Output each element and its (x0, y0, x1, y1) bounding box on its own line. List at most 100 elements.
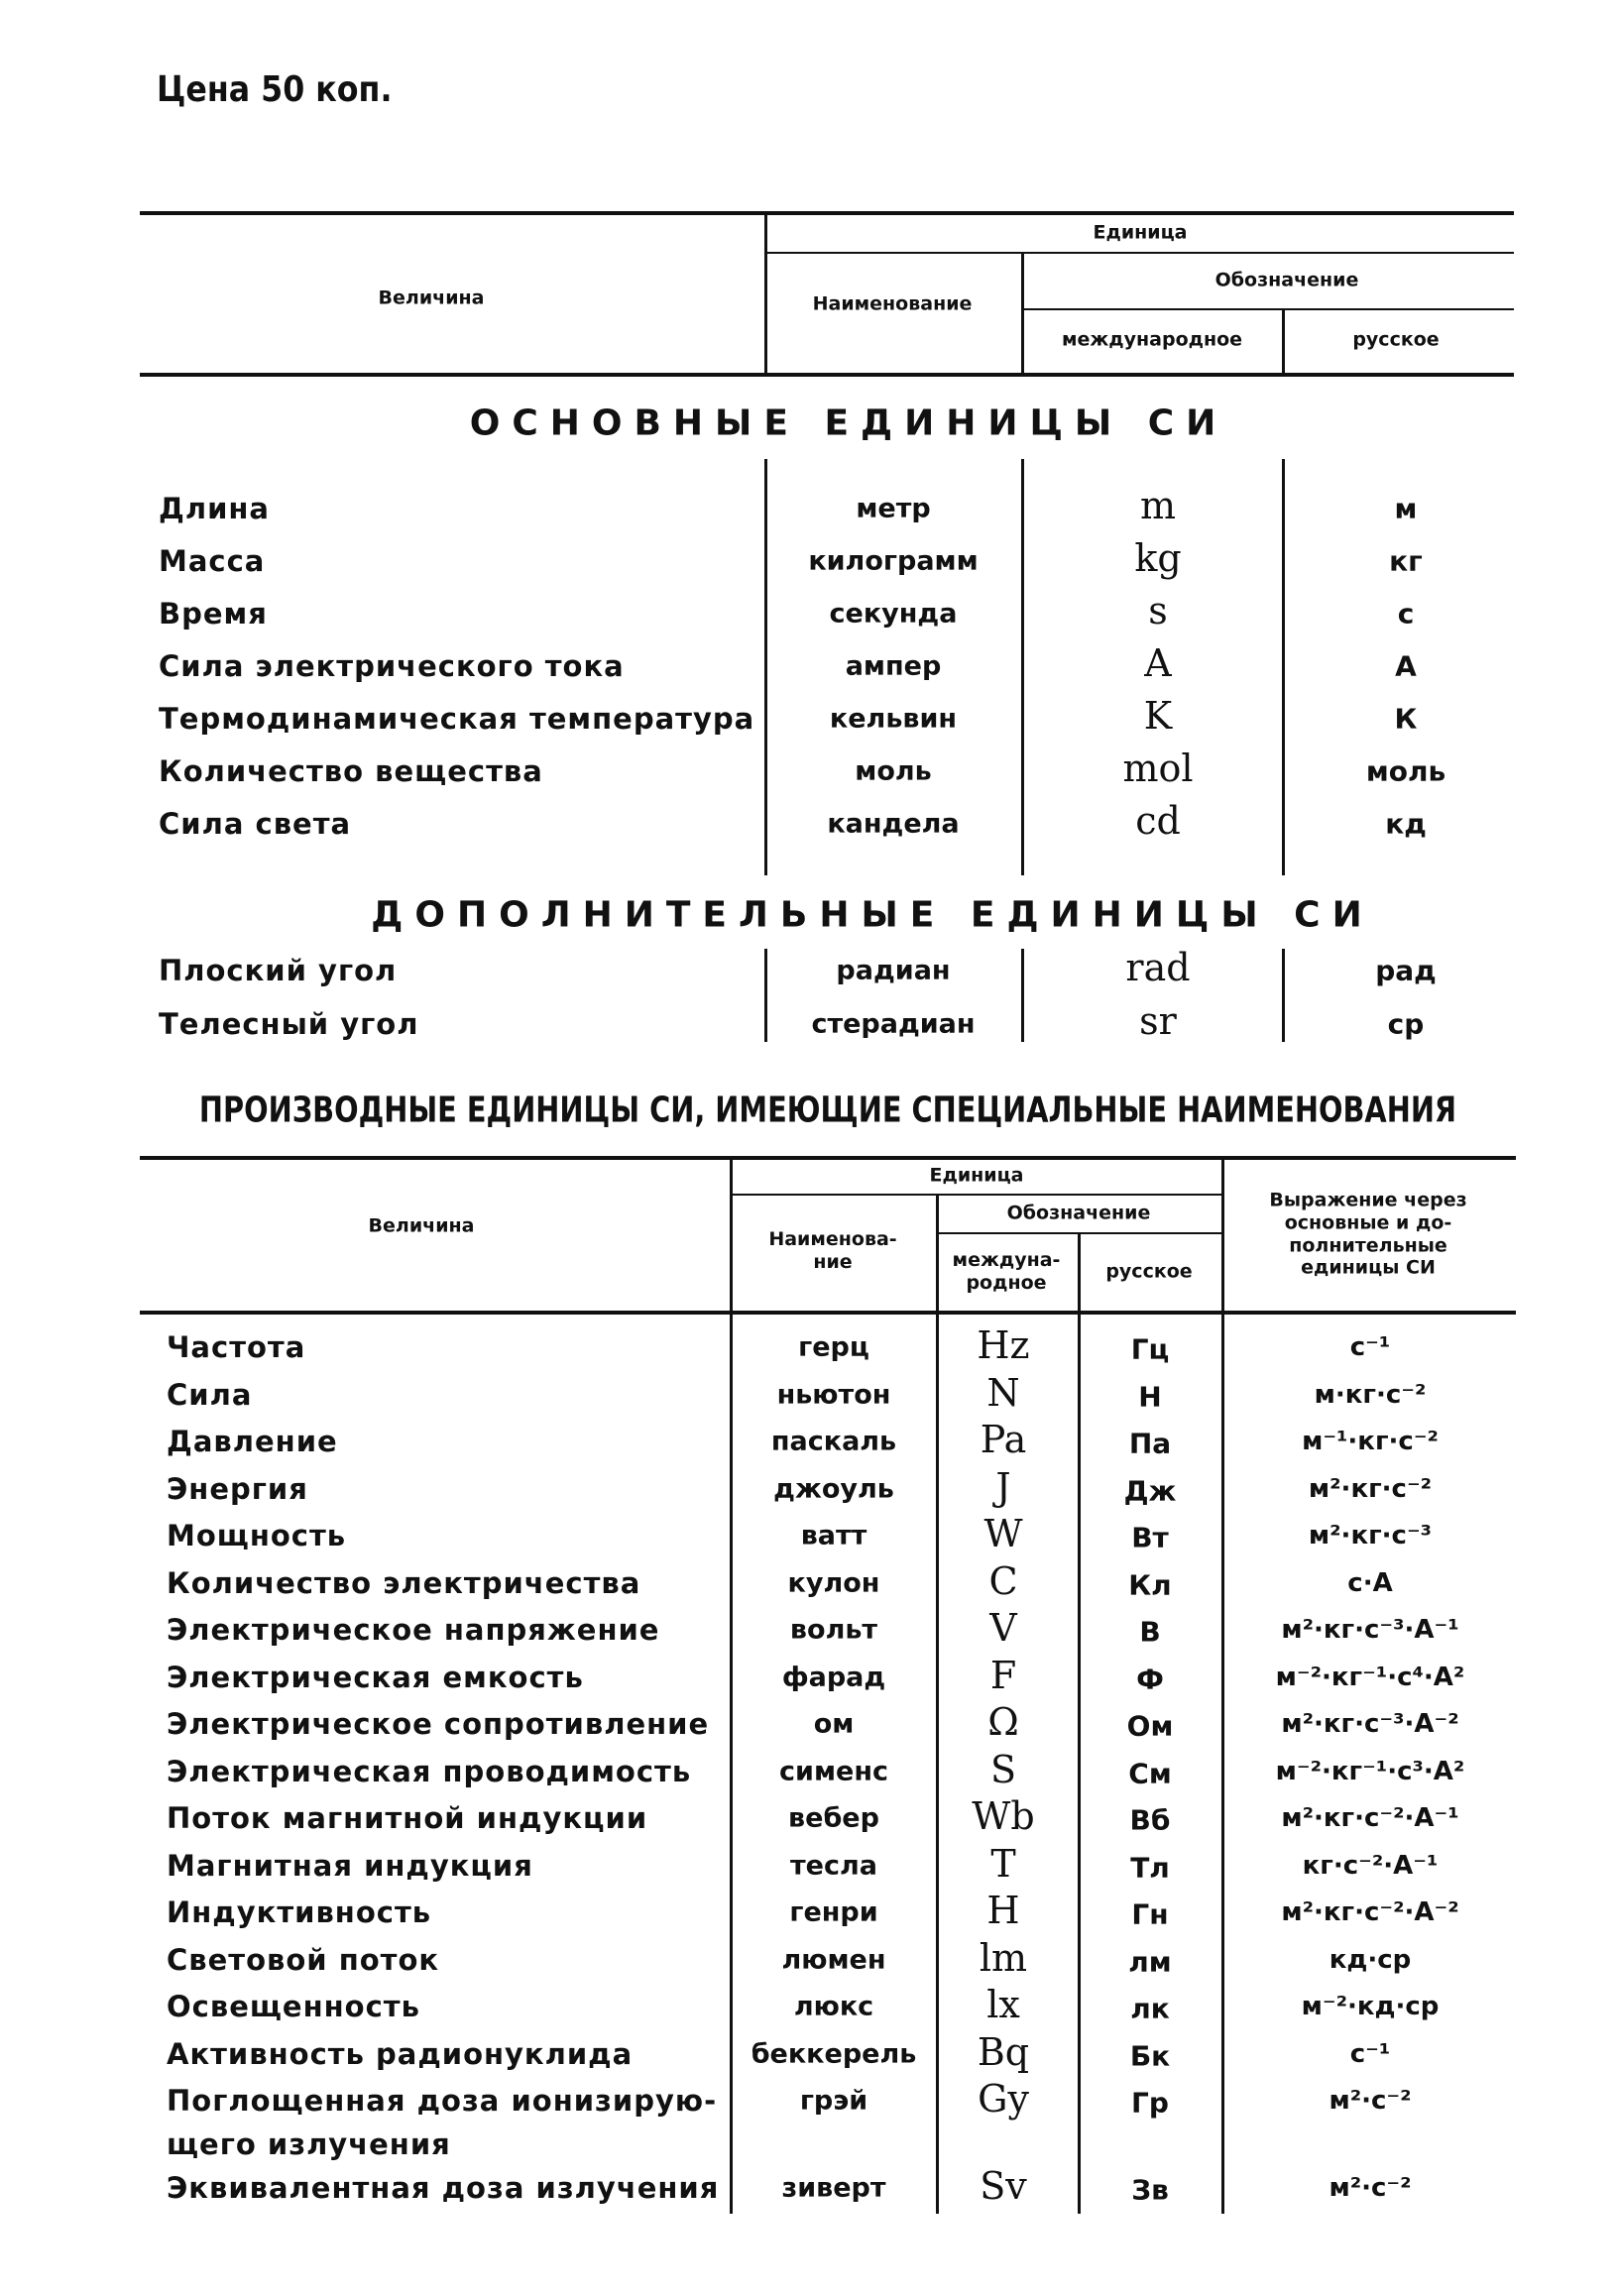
header-name: Наименование (812, 292, 973, 315)
international-symbol-cell: Hz (977, 1323, 1030, 1367)
russian-symbol-cell: м (1394, 492, 1418, 525)
unit-name-cell: метр (856, 493, 931, 524)
quantity-cell: Поток магнитной индукции (167, 1801, 648, 1835)
unit-name-cell: кельвин (829, 703, 958, 735)
table1-body-divider (1021, 459, 1024, 875)
quantity-cell: Масса (159, 544, 266, 578)
expression-cell: м⁻²·кг⁻¹·с⁴·А² (1275, 1662, 1465, 1692)
base-units-title: ОСНОВНЫЕ ЕДИНИЦЫ СИ (469, 402, 1228, 444)
header-russian: русское (1105, 1260, 1193, 1283)
russian-symbol-cell: лм (1128, 1945, 1172, 1978)
table1-supp-divider (1282, 949, 1285, 1042)
international-symbol-cell: Pa (980, 1418, 1027, 1461)
russian-symbol-cell: Дж (1123, 1474, 1177, 1507)
unit-name-cell: ньютон (776, 1379, 891, 1410)
quantity-cell: Эквивалентная доза излучения (167, 2171, 720, 2205)
international-symbol-cell: J (995, 1464, 1011, 1509)
russian-symbol-cell: лк (1130, 1992, 1170, 2025)
expression-cell: м⁻²·кг⁻¹·с³·А² (1275, 1756, 1465, 1786)
international-symbol-cell: W (983, 1512, 1023, 1555)
table1-unit-rule (765, 252, 1514, 254)
quantity-cell: Плоский угол (159, 954, 398, 987)
unit-name-cell: ом (813, 1708, 855, 1740)
international-symbol-cell: F (989, 1653, 1017, 1697)
unit-name-cell: люмен (781, 1944, 886, 1975)
table1-header-divider (764, 213, 767, 375)
russian-symbol-cell: Па (1128, 1427, 1172, 1460)
quantity-cell: Электрическое напряжение (167, 1613, 660, 1647)
header-designation: Обозначение (1214, 269, 1359, 291)
international-symbol-cell: A (1144, 641, 1172, 685)
international-symbol-cell: K (1143, 694, 1173, 738)
expression-cell: м²·с⁻² (1329, 2173, 1412, 2203)
expression-cell: кг·с⁻²·А⁻¹ (1302, 1850, 1439, 1881)
russian-symbol-cell: А (1395, 649, 1417, 683)
quantity-cell: Количество электричества (167, 1565, 641, 1600)
unit-name-cell: ампер (845, 650, 942, 682)
russian-symbol-cell: Тл (1130, 1851, 1170, 1884)
quantity-cell: Длина (159, 492, 270, 525)
table2-divider (1221, 1158, 1224, 2214)
international-symbol-cell: sr (1139, 999, 1177, 1043)
unit-name-cell: герц (798, 1331, 869, 1363)
table1-body-divider (764, 459, 767, 875)
international-symbol-cell: H (986, 1889, 1020, 1932)
unit-name-cell: фарад (781, 1662, 886, 1692)
international-symbol-cell: lm (979, 1935, 1028, 1980)
russian-symbol-cell: Кл (1128, 1568, 1172, 1601)
quantity-cell: Световой поток (167, 1942, 440, 1977)
russian-symbol-cell: моль (1365, 754, 1446, 788)
international-symbol-cell: rad (1125, 946, 1191, 989)
quantity-cell: Давление (167, 1425, 338, 1458)
expression-cell: м·кг·с⁻² (1314, 1379, 1427, 1410)
unit-name-cell: стерадиан (811, 1008, 976, 1040)
russian-symbol-cell: Ом (1126, 1709, 1174, 1743)
table1-body-divider (1282, 459, 1285, 875)
table2-divider (936, 1195, 939, 2214)
expression-cell: м²·с⁻² (1329, 2086, 1412, 2116)
russian-symbol-cell: Н (1138, 1380, 1162, 1413)
international-symbol-cell: T (990, 1841, 1016, 1886)
expression-cell: м²·кг·с⁻³·А⁻¹ (1281, 1615, 1459, 1645)
quantity-cell: Сила света (159, 807, 352, 841)
header-quantity: Величина (378, 287, 485, 309)
russian-symbol-cell: Вб (1129, 1803, 1171, 1837)
international-symbol-cell: m (1139, 484, 1177, 527)
expression-cell: м²·кг·с⁻²·А⁻¹ (1281, 1803, 1459, 1833)
international-symbol-cell: s (1148, 589, 1168, 632)
quantity-cell: Освещенность (167, 1990, 420, 2023)
quantity-cell: Электрическая проводимость (167, 1754, 692, 1788)
table1-supp-divider (764, 949, 767, 1042)
header-international: междуна- родное (952, 1249, 1061, 1294)
expression-cell: с⁻¹ (1349, 1332, 1391, 1362)
table2-divider (1078, 1233, 1081, 2214)
unit-name-cell: паскаль (770, 1426, 897, 1457)
russian-symbol-cell: К (1394, 702, 1418, 736)
unit-name-cell: кулон (787, 1567, 880, 1598)
unit-name-cell: джоуль (773, 1473, 894, 1504)
supplementary-units-title: ДОПОЛНИТЕЛЬНЫЕ ЕДИНИЦЫ СИ (371, 894, 1374, 936)
header-expression: Выражение через основные и до- полнитель… (1269, 1189, 1467, 1279)
unit-name-cell: зиверт (781, 2172, 886, 2204)
quantity-cell: Сила электрического тока (159, 649, 625, 683)
russian-symbol-cell: Вт (1131, 1521, 1169, 1554)
table2-divider (730, 1158, 733, 2214)
russian-symbol-cell: Гр (1131, 2086, 1169, 2120)
expression-cell: м⁻¹·кг·с⁻² (1302, 1427, 1439, 1456)
russian-symbol-cell: рад (1375, 954, 1437, 987)
russian-symbol-cell: с (1397, 597, 1415, 631)
russian-symbol-cell: кг (1389, 544, 1423, 578)
russian-symbol-cell: кд (1385, 807, 1427, 841)
international-symbol-cell: Wb (972, 1794, 1035, 1838)
header-unit: Единица (1093, 221, 1188, 244)
quantity-cell: Сила (167, 1377, 253, 1412)
table2-header-bottom-rule (140, 1311, 1516, 1315)
russian-symbol-cell: Ф (1136, 1663, 1164, 1695)
expression-cell: с·А (1347, 1567, 1393, 1598)
derived-units-title: ПРОИЗВОДНЫЕ ЕДИНИЦЫ СИ, ИМЕЮЩИЕ СПЕЦИАЛЬ… (198, 1090, 1457, 1131)
table2-top-rule (140, 1156, 1516, 1160)
international-symbol-cell: S (989, 1747, 1017, 1791)
unit-name-cell: ватт (800, 1520, 867, 1551)
international-symbol-cell: Sv (980, 2164, 1027, 2208)
unit-name-cell: кандела (827, 808, 960, 840)
